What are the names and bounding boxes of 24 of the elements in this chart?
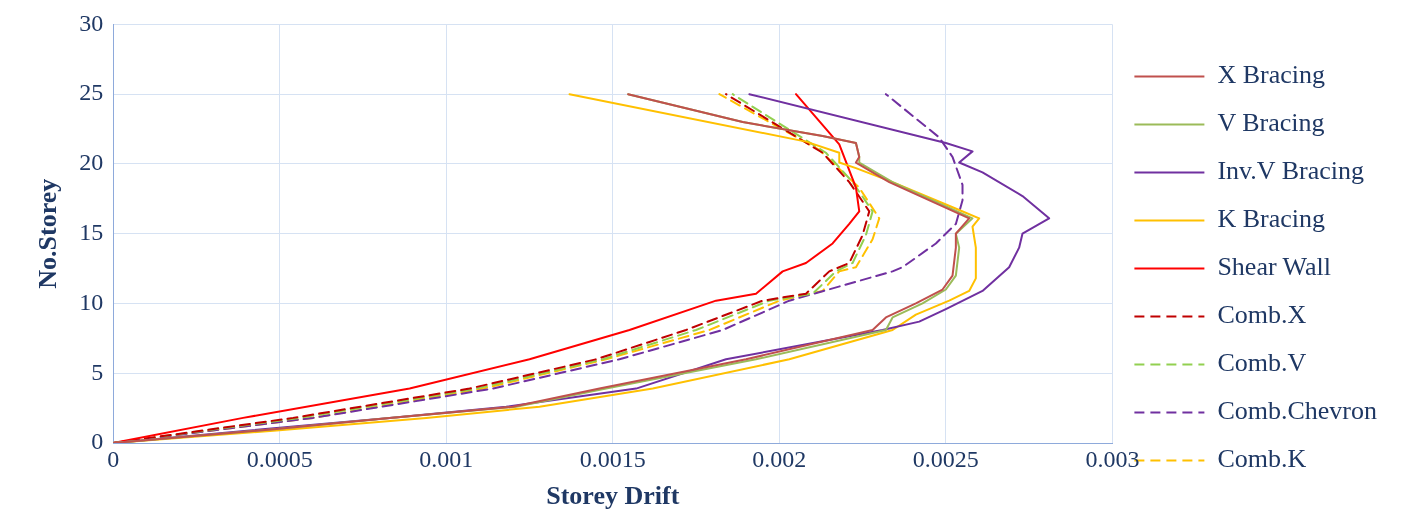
legend-label: V Bracing bbox=[1217, 108, 1325, 138]
x-tick-label: 0.002 bbox=[752, 445, 807, 472]
y-tick-label: 15 bbox=[79, 219, 104, 245]
y-tick-label: 0 bbox=[91, 428, 104, 455]
y-axis-title: No.Storey bbox=[33, 178, 63, 289]
x-tick-label: 0.001 bbox=[419, 445, 474, 472]
x-tick-label: 0.0015 bbox=[579, 445, 646, 472]
legend-label: Comb.X bbox=[1217, 300, 1307, 330]
y-tick-label: 5 bbox=[91, 358, 104, 385]
legend-label: K Bracing bbox=[1217, 204, 1325, 234]
y-tick-label: 20 bbox=[79, 149, 104, 176]
y-tick-label: 10 bbox=[79, 288, 104, 315]
legend-label: Shear Wall bbox=[1217, 252, 1332, 282]
x-tick-label: 0.0005 bbox=[246, 445, 313, 472]
x-axis-title: Storey Drift bbox=[546, 481, 680, 511]
x-tick-label: 0.0025 bbox=[912, 445, 979, 472]
legend-label: Comb.Chevron bbox=[1217, 396, 1377, 426]
legend-label: Comb.K bbox=[1217, 444, 1307, 474]
y-tick-label: 30 bbox=[79, 9, 104, 36]
y-tick-label: 25 bbox=[79, 79, 104, 106]
x-tick-label: 0.003 bbox=[1085, 445, 1140, 472]
legend-label: Inv.V Bracing bbox=[1217, 156, 1364, 186]
legend-label: Comb.V bbox=[1217, 348, 1307, 378]
legend-label: X Bracing bbox=[1217, 60, 1325, 90]
